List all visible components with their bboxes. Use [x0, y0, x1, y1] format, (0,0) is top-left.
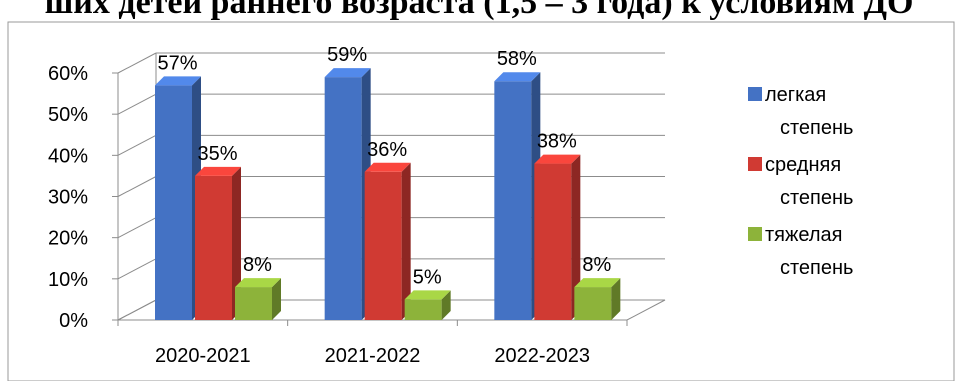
data-label: 8% [243, 254, 272, 276]
gridline-depth [117, 258, 157, 280]
bar [155, 85, 192, 320]
chart-title: ших детей раннего возраста (1,5 – 3 года… [44, 0, 914, 21]
bar-side [611, 278, 621, 320]
gridline-depth [117, 52, 157, 74]
legend-label-line2: степень [780, 117, 853, 139]
y-tick-label: 60% [48, 63, 88, 85]
y-tick-label: 40% [48, 145, 88, 167]
gridline-depth [117, 134, 157, 156]
legend-label: средняя [765, 154, 841, 176]
bar-side [232, 166, 241, 320]
legend-label: тяжелая [765, 224, 842, 246]
bar [574, 287, 612, 320]
bar-top [574, 278, 621, 288]
bar-side [272, 278, 281, 320]
bar-top [494, 72, 541, 82]
data-label: 59% [327, 44, 367, 66]
y-tick-label: 20% [48, 228, 88, 250]
gridline-depth [117, 217, 157, 239]
bar [195, 175, 232, 320]
bar-top [195, 166, 241, 176]
legend-swatch [748, 87, 762, 101]
bar-side [441, 290, 451, 320]
legend-label-line2: степень [780, 257, 853, 279]
legend-label: легкая [765, 84, 826, 106]
y-axis-ticks: 0% 10% 20% 30% 40% 50% 60% [48, 63, 118, 332]
y-tick-label: 0% [59, 310, 88, 332]
x-axis-ticks: 2020-2021 2021-2022 2022-2023 [117, 320, 628, 367]
data-label: 58% [497, 48, 537, 70]
y-tick-label: 50% [48, 104, 88, 126]
bar [534, 163, 572, 320]
data-label: 36% [367, 139, 407, 161]
x-tick-label: 2021-2022 [325, 345, 421, 367]
bar-side [401, 162, 411, 320]
data-labels: 57% 35% 8% 59% 36% 5% 58% 38% 8% [157, 44, 611, 288]
legend-label-line2: степень [780, 187, 853, 209]
bar-top [404, 290, 451, 300]
bar [494, 81, 532, 320]
bar-top [324, 68, 371, 78]
gridline-depth [117, 176, 157, 197]
bar [364, 171, 402, 320]
bar-top [235, 278, 281, 288]
bar-top [534, 154, 581, 164]
x-tick-label: 2022-2023 [494, 345, 590, 367]
legend-swatch [748, 157, 762, 171]
y-tick-label: 10% [48, 269, 88, 291]
y-tick-label: 30% [48, 187, 88, 209]
bar [404, 299, 442, 320]
bar [324, 77, 362, 320]
gridline-depth [117, 93, 157, 115]
chart-border [7, 21, 955, 381]
bar-side [571, 154, 581, 320]
legend-swatch [748, 227, 762, 241]
data-label: 35% [197, 143, 237, 165]
x-tick-label: 2020-2021 [155, 345, 251, 367]
data-label: 5% [413, 266, 442, 288]
bars [155, 68, 621, 320]
data-label: 8% [582, 254, 611, 276]
data-label: 38% [537, 131, 577, 153]
bar-top [364, 162, 411, 172]
legend: легкая степень средняя степень тяжелая степен… [748, 84, 853, 279]
bar-top [155, 76, 201, 86]
bar [235, 287, 272, 320]
data-label: 57% [157, 52, 197, 74]
